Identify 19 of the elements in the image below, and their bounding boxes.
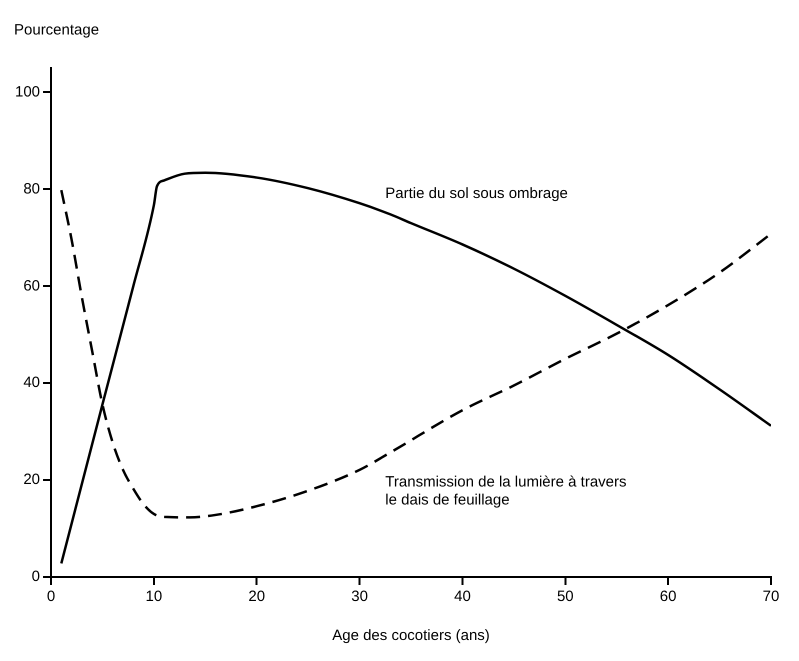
x-tick-label: 60 bbox=[660, 588, 676, 606]
y-tick-label: 80 bbox=[23, 180, 40, 198]
x-tick-label: 30 bbox=[351, 588, 368, 606]
series-label: Partie du sol sous ombrage bbox=[385, 185, 568, 202]
y-tick-label: 100 bbox=[14, 83, 40, 100]
x-tick-label: 70 bbox=[762, 588, 780, 606]
x-tick-label: 10 bbox=[146, 588, 162, 606]
y-axis-title: Pourcentage bbox=[14, 22, 100, 39]
x-tick-label: 20 bbox=[248, 588, 266, 606]
x-tick-label: 40 bbox=[454, 588, 471, 606]
y-tick-label: 0 bbox=[32, 568, 40, 586]
y-tick-label: 40 bbox=[23, 374, 40, 392]
line-series bbox=[60, 171, 771, 565]
x-tick-label: 50 bbox=[556, 588, 574, 606]
x-axis-title: Age des cocotiers (ans) bbox=[332, 627, 490, 644]
y-tick-label: 20 bbox=[23, 471, 40, 488]
series-label: Transmission de la lumière à travers le dais de feuillage bbox=[385, 474, 627, 509]
y-tick-label: 60 bbox=[23, 277, 40, 294]
x-tick-label: 0 bbox=[46, 588, 56, 606]
